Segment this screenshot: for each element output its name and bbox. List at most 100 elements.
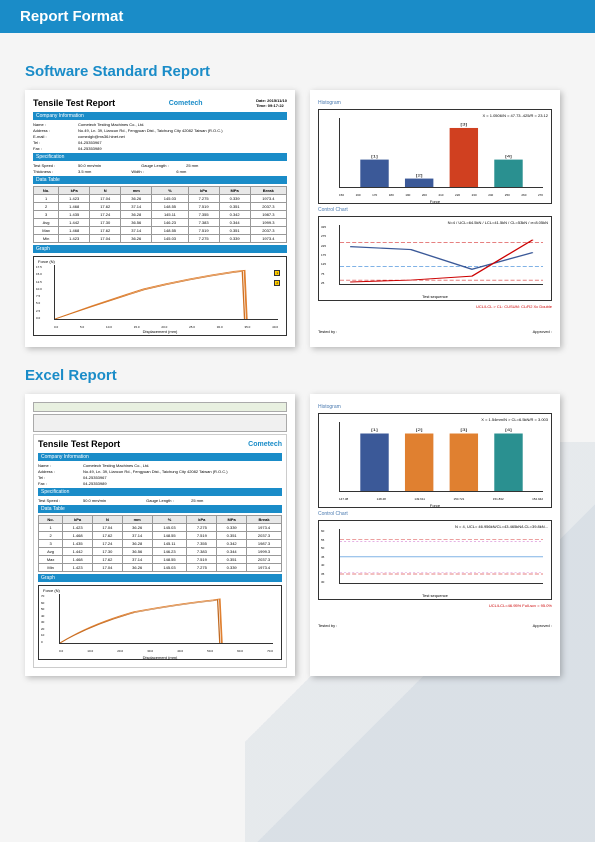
- hist2-plot: [1] [2] [3] [4]: [339, 422, 543, 492]
- svg-text:[2]: [2]: [416, 173, 424, 177]
- addr-row: Address : No.49, Ln. 39, Liancun Rd., Fen…: [33, 128, 287, 133]
- ctrl-xlabel: Test sequence: [422, 294, 448, 299]
- excel-company-hdr: Company Information: [38, 453, 282, 461]
- gauge-value: 25 mm: [186, 163, 198, 168]
- ex-tel: Tel :04-25353967: [38, 475, 282, 480]
- control-title: Control Chart: [318, 207, 552, 213]
- hist2-title: Histogram: [318, 404, 552, 410]
- hist-xlabel: Force: [430, 199, 440, 204]
- svg-text:[1]: [1]: [371, 155, 379, 159]
- curve-svg: [55, 265, 278, 319]
- email-label: E-mail :: [33, 134, 68, 139]
- thick-value: 3.5 mm: [78, 169, 91, 174]
- excel-data-hdr: Data Table: [38, 505, 282, 513]
- page-header: Report Format: [0, 0, 595, 33]
- tel-row: Tel : 04-25353967: [33, 140, 287, 145]
- excel-rpt-title-row: Tensile Test Report Cometech: [38, 439, 282, 449]
- software-report-row: Tensile Test Report Cometech Date: 2015/…: [25, 90, 570, 347]
- name-value: Cometech Testing Machines Co., Ltd.: [78, 122, 144, 127]
- fax-row: Fax : 04-25353989: [33, 146, 287, 151]
- histogram-chart: X = 1.0506/N = 47.73..425/R = 23.12 [1][…: [318, 109, 552, 204]
- ex-curve-svg: [60, 594, 273, 643]
- tested-by: Tested by :: [318, 329, 337, 334]
- ctrl2-xlabel: Test sequence: [422, 593, 448, 598]
- control-chart: N=4 / UCL=64.5kN / LCL=41.5kN / CL=53kN …: [318, 216, 552, 301]
- report-title-row: Tensile Test Report Cometech Date: 2015/…: [33, 98, 287, 108]
- marker-2: 2: [274, 280, 280, 286]
- marker-1: 1: [274, 270, 280, 276]
- hist2-xlabel: Force: [430, 503, 440, 508]
- chart-plot-area: 1 2: [54, 265, 278, 320]
- excel-charts-card: Histogram X = 1.54mm/N > CL=6.5kN/R = 3.…: [310, 394, 560, 676]
- ex-force-label: Force (N): [43, 588, 60, 593]
- excel-report-row: Tensile Test Report Cometech Company Inf…: [25, 394, 570, 676]
- ctrl-plot: [339, 225, 543, 285]
- page-title: Report Format: [20, 8, 123, 25]
- sign-row2: Tested by : Approved :: [318, 623, 552, 628]
- section-title-software: Software Standard Report: [25, 63, 570, 80]
- tel-label: Tel :: [33, 140, 68, 145]
- svg-text:[4]: [4]: [505, 428, 513, 432]
- svg-text:[2]: [2]: [416, 428, 424, 432]
- cometech-logo: Cometech: [169, 100, 203, 107]
- disp-label: Displacement (mm): [143, 329, 178, 334]
- report-meta: Date: 2015/11/10Time: 09:17:22: [256, 98, 287, 108]
- data-header: Data Table: [33, 176, 287, 184]
- tel-value: 04-25353967: [78, 140, 102, 145]
- excel-rpt-title: Tensile Test Report: [38, 439, 120, 449]
- hist2-chart: X = 1.54mm/N > CL=6.5kN/R = 3.003 [1][2]…: [318, 413, 552, 508]
- excel-report-card: Tensile Test Report Cometech Company Inf…: [25, 394, 295, 676]
- excel-spec-hdr: Specification: [38, 488, 282, 496]
- tested-by2: Tested by :: [318, 623, 337, 628]
- excel-graph-hdr: Graph: [38, 574, 282, 582]
- svg-text:[3]: [3]: [460, 123, 468, 127]
- excel-curve-chart: Force (N) 706050403020100 0.010.020.030.…: [38, 585, 282, 660]
- svg-text:[3]: [3]: [460, 428, 468, 432]
- ctrl2-title: Control Chart: [318, 511, 552, 517]
- addr-value: No.49, Ln. 39, Liancun Rd., Fengyuan Dis…: [78, 128, 223, 133]
- excel-titlebar: [33, 402, 287, 412]
- width-value: 6 mm: [176, 169, 186, 174]
- sign-row: Tested by : Approved :: [318, 329, 552, 334]
- speed-row: Test Speed : 50.0 mm/min Gauge Length : 25 …: [33, 163, 287, 168]
- content-area: Software Standard Report Tensile Test Re…: [0, 33, 595, 711]
- addr-label: Address :: [33, 128, 68, 133]
- approved: Approved :: [533, 329, 552, 334]
- data-table: No.kPaNmm%kPaMPaBreak11.42317.0436.26145…: [33, 186, 287, 243]
- ctrl2-legend: UCL/LCL=46.95% Full-scv = 95.0%: [318, 603, 552, 608]
- force-label: Force (N): [38, 259, 55, 264]
- section-title-excel: Excel Report: [25, 367, 570, 384]
- width-label: Width :: [131, 169, 166, 174]
- software-report-card: Tensile Test Report Cometech Date: 2015/…: [25, 90, 295, 347]
- report-title: Tensile Test Report: [33, 98, 115, 108]
- email-row: E-mail : comedgb@ms36.hinet.net: [33, 134, 287, 139]
- ctrl2-svg: [340, 529, 543, 583]
- speed-label: Test Speed :: [33, 163, 68, 168]
- speed-value: 50.0 mm/min: [78, 163, 101, 168]
- ex-name: Name :Cometech Testing Machines Co., Ltd…: [38, 463, 282, 468]
- hist-svg: [1][2][3][4]: [340, 118, 543, 187]
- thick-label: Thickness :: [33, 169, 68, 174]
- name-label: Name :: [33, 122, 68, 127]
- email-value: comedgb@ms36.hinet.net: [78, 134, 125, 139]
- ex-speed: Test Speed :50.0 mm/minGauge Length :25 …: [38, 498, 282, 503]
- ctrl-svg: [340, 225, 543, 284]
- spec-header: Specification: [33, 153, 287, 161]
- svg-text:[1]: [1]: [371, 428, 379, 432]
- fax-label: Fax :: [33, 146, 68, 151]
- hist2-svg: [1] [2] [3] [4]: [340, 422, 543, 491]
- ex-fax: Fax :04-25353989: [38, 481, 282, 486]
- excel-ribbon: [33, 414, 287, 432]
- graph-header: Graph: [33, 245, 287, 253]
- histogram-title: Histogram: [318, 100, 552, 106]
- excel-logo: Cometech: [248, 441, 282, 448]
- excel-content: Tensile Test Report Cometech Company Inf…: [33, 434, 287, 668]
- gauge-label: Gauge Length :: [141, 163, 176, 168]
- fax-value: 04-25353989: [78, 146, 102, 151]
- thick-row: Thickness : 3.5 mm Width : 6 mm: [33, 169, 287, 174]
- approved2: Approved :: [533, 623, 552, 628]
- company-name-row: Name : Cometech Testing Machines Co., Ltd…: [33, 122, 287, 127]
- hist-plot: [1][2][3][4]: [339, 118, 543, 188]
- software-charts-card: Histogram X = 1.0506/N = 47.73..425/R = …: [310, 90, 560, 347]
- ctrl2-plot: [339, 529, 543, 584]
